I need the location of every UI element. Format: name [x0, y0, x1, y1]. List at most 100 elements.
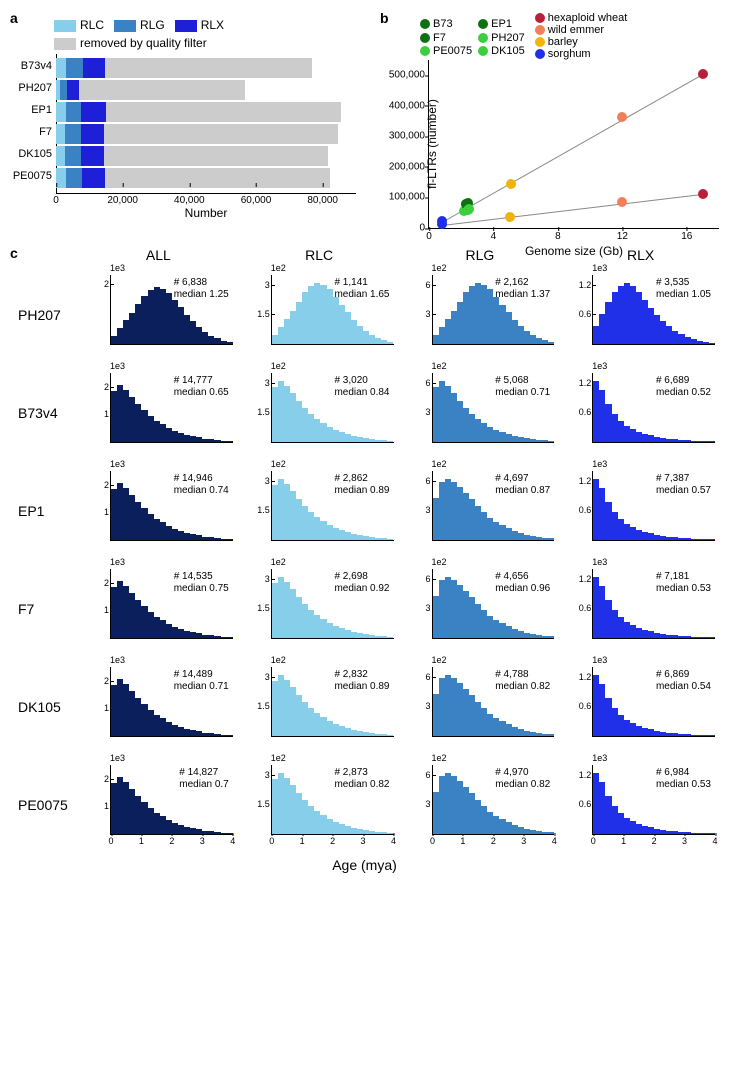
panel-c: c ALLRLCRLGRLXPH2072# 6,838median 1.251e… [12, 247, 717, 873]
scatter-point [506, 179, 516, 189]
hist-annotation: # 4,697median 0.87 [495, 473, 550, 497]
histogram: 0.61.2# 7,181median 0.531e3 [564, 563, 717, 655]
ytick: 3 [265, 672, 272, 682]
scatter-point [505, 212, 515, 222]
bar-row: DK105 [56, 146, 356, 166]
bar-segment-rlx [81, 102, 106, 122]
hist-bar [227, 441, 233, 442]
hist-bar [548, 342, 554, 344]
hist-annotation: # 6,689median 0.52 [656, 375, 711, 399]
xtick: 20,000 [107, 195, 138, 206]
hist-bar [227, 735, 233, 736]
hist-annotation: # 7,181median 0.53 [656, 571, 711, 595]
legend-item: DK105 [478, 45, 525, 58]
bar-row: EP1 [56, 102, 356, 122]
row-header: DK105 [18, 661, 74, 753]
column-header: RLG [404, 247, 557, 263]
panel-c-xlabel: Age (mya) [12, 857, 717, 873]
panel-b-legend-left: B73EP1F7PH207PE0075DK105 [420, 18, 525, 58]
ytick: 0.6 [579, 407, 594, 417]
hist-annotation: # 4,788median 0.82 [495, 669, 550, 693]
histogram-axes: 36# 4,656median 0.96 [432, 569, 555, 639]
histogram-axes: 12# 14,535median 0.75 [110, 569, 233, 639]
scale-label: 1e3 [110, 655, 125, 665]
legend-item: EP1 [478, 18, 525, 31]
histogram: 0.61.2# 3,535median 1.051e3 [564, 269, 717, 361]
histogram: 36# 5,068median 0.711e2 [404, 367, 557, 459]
histogram-axes: 12# 14,489median 0.71 [110, 667, 233, 737]
hist-bar [548, 734, 554, 736]
column-header: RLC [243, 247, 396, 263]
hist-bar [709, 343, 715, 344]
xtick: 4 [491, 231, 497, 242]
legend-item: sorghum [535, 48, 628, 60]
row-header: EP1 [18, 465, 74, 557]
legend-item: RLC [54, 18, 104, 32]
histogram: 1.53# 3,020median 0.841e2 [243, 367, 396, 459]
bar-segment-removed [106, 102, 341, 122]
scale-label: 1e3 [592, 459, 607, 469]
scale-label: 1e3 [592, 753, 607, 763]
xtick: 1 [139, 836, 144, 846]
histogram: 0.61.2# 6,869median 0.541e3 [564, 661, 717, 753]
xtick: 0 [108, 836, 113, 846]
hist-bar [227, 833, 233, 834]
legend-item: PH207 [478, 32, 525, 45]
histogram: 0.61.201234# 6,984median 0.531e3 [564, 759, 717, 851]
histogram: 12# 14,946median 0.741e3 [82, 465, 235, 557]
histogram-axes: 1.5301234# 2,873median 0.82 [271, 765, 394, 835]
bar-segment-rlg [66, 168, 83, 188]
histogram-axes: 0.61.2# 6,689median 0.52 [592, 373, 715, 443]
xtick: 1 [460, 836, 465, 846]
panel-b-plot: Genome size (Gb) fl-LTRs (number) 0100,0… [428, 60, 719, 229]
ytick: 6 [425, 378, 432, 388]
xtick: 3 [361, 836, 366, 846]
xtick: 1 [621, 836, 626, 846]
histogram-axes: 12# 14,777median 0.65 [110, 373, 233, 443]
hist-annotation: # 2,698median 0.92 [334, 571, 389, 595]
scale-label: 1e2 [271, 361, 286, 371]
hist-bar [387, 342, 393, 344]
bar-row: PH207 [56, 80, 356, 100]
panel-b-legend-right: hexaploid wheatwild emmerbarleysorghum [535, 12, 628, 60]
ytick: 6 [425, 672, 432, 682]
ytick: 500,000 [389, 70, 425, 81]
scatter-point [698, 189, 708, 199]
xtick: 3 [521, 836, 526, 846]
bar-segment-removed [104, 146, 327, 166]
bar-row: F7 [56, 124, 356, 144]
panel-a-xaxis [56, 193, 356, 194]
hist-bar [227, 342, 233, 344]
histogram-axes: 12# 14,946median 0.74 [110, 471, 233, 541]
scale-label: 1e3 [110, 557, 125, 567]
ytick: 2 [104, 774, 111, 784]
scatter-point [464, 204, 474, 214]
ytick: 1.5 [257, 799, 272, 809]
row-header: B73v4 [18, 367, 74, 459]
hist-bar [548, 538, 554, 540]
legend-item: wild emmer [535, 24, 628, 36]
legend-item: barley [535, 36, 628, 48]
bar-segment-rlg [66, 102, 82, 122]
hist-bar [227, 539, 233, 540]
xtick: 1 [300, 836, 305, 846]
histogram-axes: 0.61.201234# 6,984median 0.53 [592, 765, 715, 835]
histogram: 36# 2,162median 1.371e2 [404, 269, 557, 361]
hist-bar [709, 735, 715, 736]
hist-annotation: # 6,984median 0.53 [656, 767, 711, 791]
xtick: 2 [169, 836, 174, 846]
scatter-point [617, 197, 627, 207]
legend-item: RLX [175, 18, 224, 32]
scale-label: 1e2 [432, 361, 447, 371]
ytick: 300,000 [389, 131, 425, 142]
ytick: 6 [425, 476, 432, 486]
hist-bar [387, 441, 393, 442]
hist-annotation: # 14,946median 0.74 [174, 473, 229, 497]
scale-label: 1e2 [271, 263, 286, 273]
ytick: 0 [419, 223, 425, 234]
hist-bar [548, 832, 554, 834]
ytick: 400,000 [389, 100, 425, 111]
histogram: 36# 4,788median 0.821e2 [404, 661, 557, 753]
ytick: 3 [265, 280, 272, 290]
panel-b-label: b [380, 10, 389, 26]
